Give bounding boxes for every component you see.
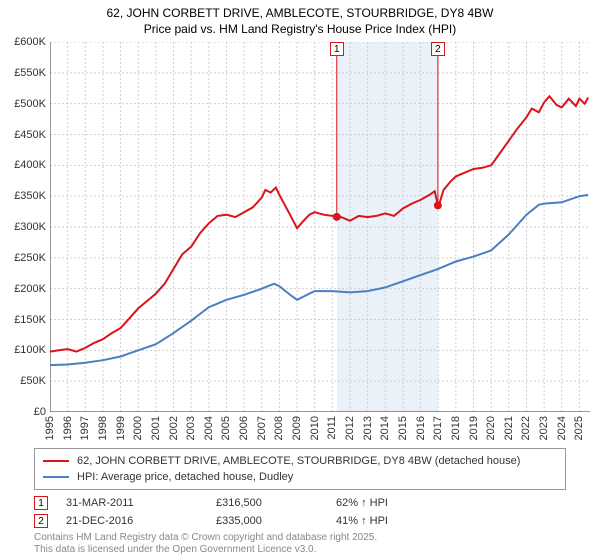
sales-table: 1 31-MAR-2011 £316,500 62% ↑ HPI 2 21-DE… <box>34 494 566 530</box>
x-tick-label: 2000 <box>132 416 144 440</box>
x-tick-label: 2008 <box>273 416 285 440</box>
chart-title: 62, JOHN CORBETT DRIVE, AMBLECOTE, STOUR… <box>0 0 600 37</box>
x-tick-label: 2019 <box>468 416 480 440</box>
y-tick-label: £550K <box>14 67 46 79</box>
y-tick-label: £200K <box>14 283 46 295</box>
legend-row: HPI: Average price, detached house, Dudl… <box>43 469 557 485</box>
legend-swatch-2 <box>43 476 69 478</box>
y-tick-label: £500K <box>14 98 46 110</box>
x-tick-label: 2020 <box>485 416 497 440</box>
sale-marker-1: 1 <box>34 496 48 510</box>
x-tick-label: 1997 <box>79 416 91 440</box>
x-tick-label: 2012 <box>344 416 356 440</box>
sale-marker-2: 2 <box>34 514 48 528</box>
x-tick-label: 2016 <box>415 416 427 440</box>
x-tick-label: 2017 <box>432 416 444 440</box>
x-tick-label: 2004 <box>203 416 215 440</box>
legend-row: 62, JOHN CORBETT DRIVE, AMBLECOTE, STOUR… <box>43 453 557 469</box>
footnote: Contains HM Land Registry data © Crown c… <box>34 532 377 556</box>
y-tick-label: £100K <box>14 344 46 356</box>
footnote-line-2: This data is licensed under the Open Gov… <box>34 544 377 556</box>
y-tick-label: £400K <box>14 159 46 171</box>
y-tick-label: £450K <box>14 129 46 141</box>
chart-container: 62, JOHN CORBETT DRIVE, AMBLECOTE, STOUR… <box>0 0 600 560</box>
legend-label-2: HPI: Average price, detached house, Dudl… <box>77 471 293 483</box>
x-tick-label: 2023 <box>538 416 550 440</box>
title-line-1: 62, JOHN CORBETT DRIVE, AMBLECOTE, STOUR… <box>0 6 600 22</box>
x-tick-label: 2002 <box>168 416 180 440</box>
y-axis: £0£50K£100K£150K£200K£250K£300K£350K£400… <box>0 42 48 412</box>
x-tick-label: 2011 <box>326 416 338 440</box>
x-tick-label: 2003 <box>185 416 197 440</box>
x-tick-label: 2006 <box>238 416 250 440</box>
chart-sale-marker: 2 <box>431 42 445 56</box>
y-tick-label: £300K <box>14 221 46 233</box>
x-tick-label: 2014 <box>379 416 391 440</box>
x-tick-label: 1999 <box>115 416 127 440</box>
y-tick-label: £350K <box>14 190 46 202</box>
sale-pct: 62% ↑ HPI <box>336 497 456 509</box>
y-tick-label: £600K <box>14 36 46 48</box>
x-tick-label: 1995 <box>44 416 56 440</box>
x-tick-label: 2015 <box>397 416 409 440</box>
plot-area: 12 <box>50 42 590 412</box>
x-tick-label: 2009 <box>291 416 303 440</box>
x-tick-label: 2005 <box>220 416 232 440</box>
x-tick-label: 1996 <box>62 416 74 440</box>
x-tick-label: 2025 <box>573 416 585 440</box>
y-tick-label: £50K <box>20 375 46 387</box>
chart-sale-marker: 1 <box>330 42 344 56</box>
sale-price: £335,000 <box>216 515 336 527</box>
x-tick-label: 2021 <box>503 416 515 440</box>
x-tick-label: 2024 <box>556 416 568 440</box>
table-row: 2 21-DEC-2016 £335,000 41% ↑ HPI <box>34 512 566 530</box>
y-tick-label: £250K <box>14 252 46 264</box>
table-row: 1 31-MAR-2011 £316,500 62% ↑ HPI <box>34 494 566 512</box>
sale-pct: 41% ↑ HPI <box>336 515 456 527</box>
y-tick-label: £150K <box>14 314 46 326</box>
x-tick-label: 2022 <box>520 416 532 440</box>
x-tick-label: 1998 <box>97 416 109 440</box>
chart-svg <box>50 42 590 412</box>
x-tick-label: 2013 <box>362 416 374 440</box>
sale-date: 31-MAR-2011 <box>66 497 216 509</box>
sale-date: 21-DEC-2016 <box>66 515 216 527</box>
x-tick-label: 2010 <box>309 416 321 440</box>
x-tick-label: 2007 <box>256 416 268 440</box>
legend-swatch-1 <box>43 460 69 462</box>
x-tick-label: 2001 <box>150 416 162 440</box>
sale-price: £316,500 <box>216 497 336 509</box>
x-tick-label: 2018 <box>450 416 462 440</box>
footnote-line-1: Contains HM Land Registry data © Crown c… <box>34 532 377 544</box>
legend: 62, JOHN CORBETT DRIVE, AMBLECOTE, STOUR… <box>34 448 566 490</box>
legend-label-1: 62, JOHN CORBETT DRIVE, AMBLECOTE, STOUR… <box>77 455 520 467</box>
title-line-2: Price paid vs. HM Land Registry's House … <box>0 22 600 38</box>
